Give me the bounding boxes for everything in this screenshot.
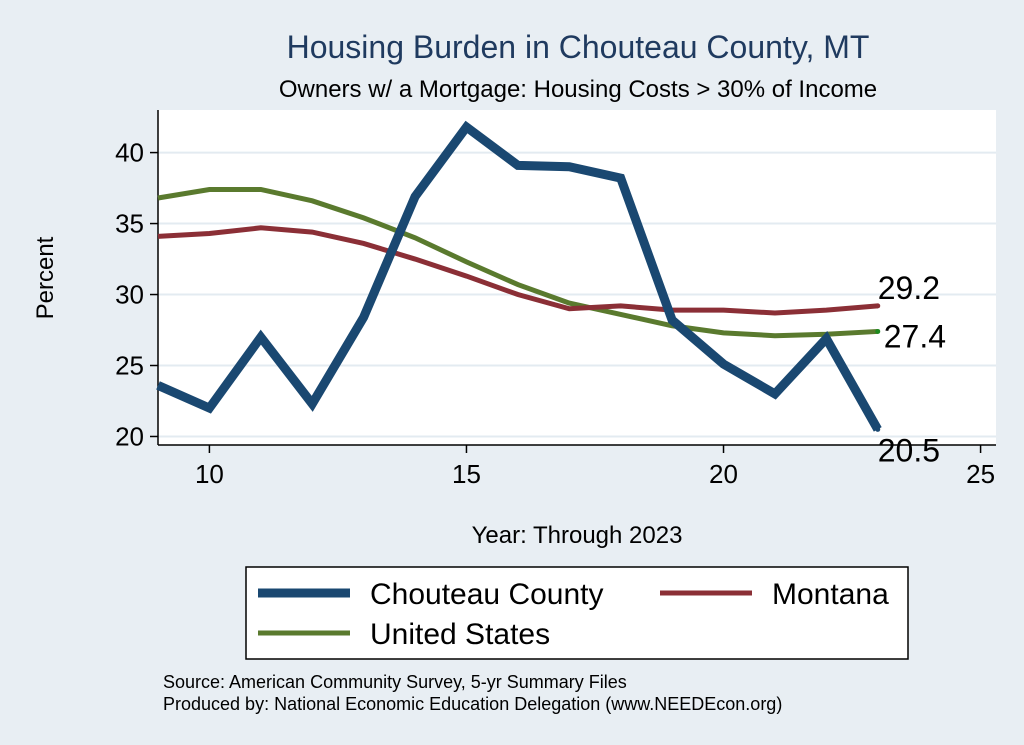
y-tick-label-20: 20 [115, 421, 144, 451]
x-tick-label-20: 20 [709, 459, 738, 489]
gridlines [158, 151, 996, 438]
plot-area [158, 110, 996, 445]
x-axis-title: Year: Through 2023 [472, 522, 683, 549]
legend-label-montana: Montana [772, 578, 889, 611]
x-tick-label-10: 10 [195, 459, 224, 489]
y-tick-label-30: 30 [115, 280, 144, 310]
produced-by-note: Produced by: National Economic Education… [163, 694, 782, 714]
chart-subtitle: Owners w/ a Mortgage: Housing Costs > 30… [279, 76, 877, 103]
x-tick-label-15: 15 [452, 459, 481, 489]
legend-label-chouteau-county: Chouteau County [370, 578, 604, 611]
end-marker-montana [875, 303, 881, 309]
chart-title: Housing Burden in Chouteau County, MT [287, 29, 870, 65]
series-group [156, 120, 882, 432]
series-line-montana [157, 225, 878, 316]
y-tick-label-25: 25 [115, 351, 144, 381]
end-marker-united-states [875, 328, 881, 334]
series-line-united-states [157, 186, 878, 339]
y-axis-title: Percent [32, 236, 59, 319]
legend: Chouteau County Montana United States [245, 566, 909, 660]
end-label-montana: 29.2 [878, 270, 940, 306]
legend-box [245, 566, 909, 660]
legend-label-united-states: United States [370, 618, 550, 651]
end-labels: 20.5 29.2 27.4 [875, 270, 946, 468]
y-tick-label-40: 40 [115, 138, 144, 168]
end-label-united-states: 27.4 [884, 318, 946, 354]
y-tick-label-35: 35 [115, 209, 144, 239]
end-marker-chouteau-county [875, 426, 881, 432]
x-tick-label-25: 25 [966, 459, 995, 489]
source-note: Source: American Community Survey, 5-yr … [163, 672, 627, 692]
end-label-chouteau-county: 20.5 [878, 432, 940, 468]
axes: 20 25 30 35 40 10 15 20 25 [115, 110, 996, 489]
series-line-chouteau-county [156, 120, 882, 432]
